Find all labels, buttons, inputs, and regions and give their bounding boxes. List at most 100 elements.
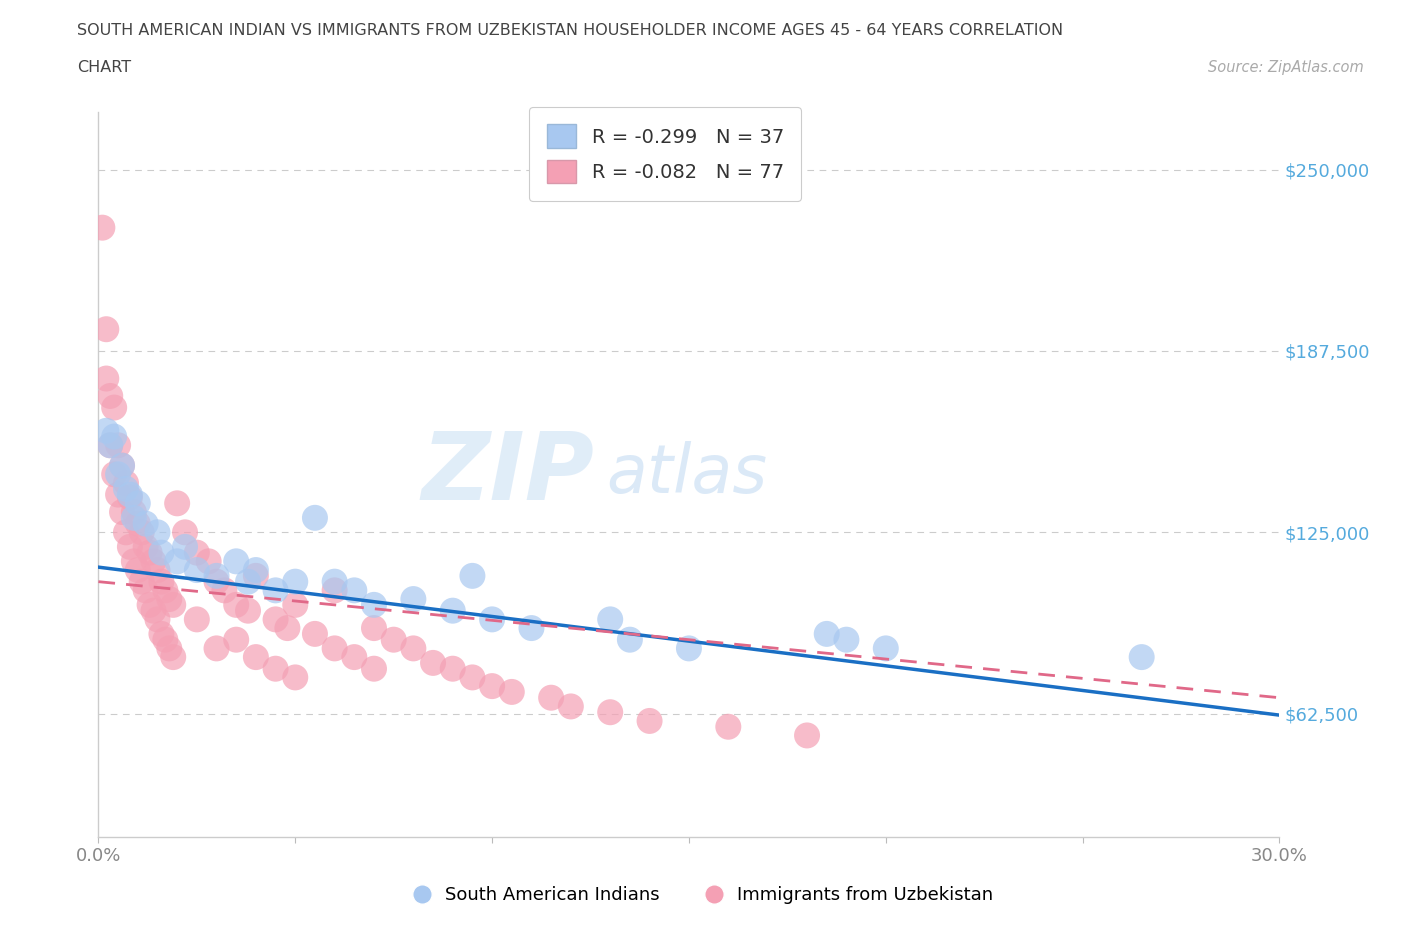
- Point: [422, 656, 444, 671]
- Text: Source: ZipAtlas.com: Source: ZipAtlas.com: [1208, 60, 1364, 75]
- Point: [150, 574, 173, 589]
- Point: [717, 719, 740, 734]
- Point: [197, 554, 219, 569]
- Point: [118, 490, 141, 505]
- Point: [107, 467, 129, 482]
- Point: [96, 371, 118, 386]
- Point: [875, 641, 897, 656]
- Point: [225, 597, 247, 612]
- Point: [135, 539, 157, 554]
- Point: [186, 612, 208, 627]
- Point: [135, 583, 157, 598]
- Point: [91, 220, 114, 235]
- Point: [520, 620, 543, 635]
- Point: [103, 400, 125, 415]
- Point: [304, 511, 326, 525]
- Point: [186, 563, 208, 578]
- Point: [122, 554, 145, 569]
- Point: [276, 620, 298, 635]
- Point: [560, 699, 582, 714]
- Point: [142, 554, 165, 569]
- Text: SOUTH AMERICAN INDIAN VS IMMIGRANTS FROM UZBEKISTAN HOUSEHOLDER INCOME AGES 45 -: SOUTH AMERICAN INDIAN VS IMMIGRANTS FROM…: [77, 23, 1063, 38]
- Point: [264, 612, 287, 627]
- Point: [205, 574, 228, 589]
- Point: [461, 568, 484, 583]
- Point: [122, 511, 145, 525]
- Point: [461, 670, 484, 684]
- Point: [402, 591, 425, 606]
- Point: [166, 554, 188, 569]
- Point: [98, 438, 121, 453]
- Point: [107, 438, 129, 453]
- Point: [264, 661, 287, 676]
- Point: [343, 583, 366, 598]
- Point: [127, 496, 149, 511]
- Point: [111, 458, 134, 473]
- Point: [402, 641, 425, 656]
- Point: [540, 690, 562, 705]
- Point: [796, 728, 818, 743]
- Legend: R = -0.299   N = 37, R = -0.082   N = 77: R = -0.299 N = 37, R = -0.082 N = 77: [529, 107, 801, 201]
- Point: [118, 487, 141, 502]
- Point: [131, 574, 153, 589]
- Point: [501, 684, 523, 699]
- Point: [205, 568, 228, 583]
- Point: [323, 574, 346, 589]
- Point: [146, 525, 169, 539]
- Point: [284, 574, 307, 589]
- Point: [166, 496, 188, 511]
- Point: [363, 597, 385, 612]
- Point: [835, 632, 858, 647]
- Text: ZIP: ZIP: [422, 429, 595, 520]
- Point: [323, 583, 346, 598]
- Point: [107, 487, 129, 502]
- Point: [441, 661, 464, 676]
- Point: [127, 516, 149, 531]
- Point: [96, 322, 118, 337]
- Point: [225, 632, 247, 647]
- Point: [284, 670, 307, 684]
- Point: [343, 650, 366, 665]
- Point: [815, 627, 838, 642]
- Point: [96, 423, 118, 438]
- Point: [111, 505, 134, 520]
- Point: [162, 597, 184, 612]
- Point: [150, 627, 173, 642]
- Point: [157, 591, 180, 606]
- Point: [155, 632, 177, 647]
- Point: [115, 475, 138, 490]
- Point: [323, 641, 346, 656]
- Point: [382, 632, 405, 647]
- Point: [599, 612, 621, 627]
- Point: [138, 545, 160, 560]
- Point: [155, 583, 177, 598]
- Point: [638, 713, 661, 728]
- Point: [146, 612, 169, 627]
- Point: [127, 563, 149, 578]
- Point: [111, 458, 134, 473]
- Point: [118, 539, 141, 554]
- Point: [138, 597, 160, 612]
- Point: [174, 539, 197, 554]
- Point: [481, 679, 503, 694]
- Point: [205, 641, 228, 656]
- Point: [115, 525, 138, 539]
- Point: [304, 627, 326, 642]
- Point: [236, 574, 259, 589]
- Point: [157, 641, 180, 656]
- Point: [363, 620, 385, 635]
- Point: [619, 632, 641, 647]
- Point: [264, 583, 287, 598]
- Point: [214, 583, 236, 598]
- Point: [162, 650, 184, 665]
- Point: [135, 516, 157, 531]
- Point: [284, 597, 307, 612]
- Point: [225, 554, 247, 569]
- Point: [363, 661, 385, 676]
- Point: [599, 705, 621, 720]
- Text: CHART: CHART: [77, 60, 131, 75]
- Point: [441, 604, 464, 618]
- Point: [678, 641, 700, 656]
- Point: [146, 563, 169, 578]
- Point: [1130, 650, 1153, 665]
